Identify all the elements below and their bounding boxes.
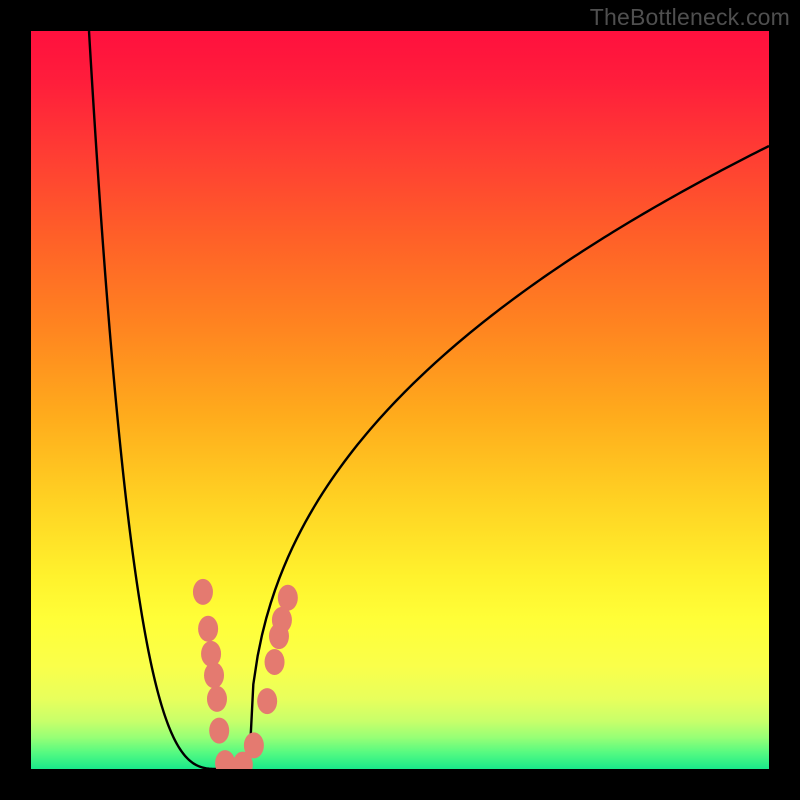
watermark-text: TheBottleneck.com bbox=[590, 4, 790, 31]
data-marker bbox=[207, 686, 227, 712]
data-marker bbox=[193, 579, 213, 605]
stage: TheBottleneck.com bbox=[0, 0, 800, 800]
data-marker bbox=[265, 649, 285, 675]
data-marker bbox=[244, 732, 264, 758]
data-marker bbox=[278, 585, 298, 611]
bottleneck-curve bbox=[89, 31, 769, 769]
data-marker bbox=[272, 607, 292, 633]
data-marker bbox=[257, 688, 277, 714]
curve-layer bbox=[31, 31, 769, 769]
data-marker bbox=[198, 616, 218, 642]
data-marker bbox=[204, 662, 224, 688]
data-marker bbox=[209, 718, 229, 744]
plot-area bbox=[31, 31, 769, 769]
data-marker bbox=[215, 750, 235, 769]
marker-group bbox=[193, 579, 298, 769]
